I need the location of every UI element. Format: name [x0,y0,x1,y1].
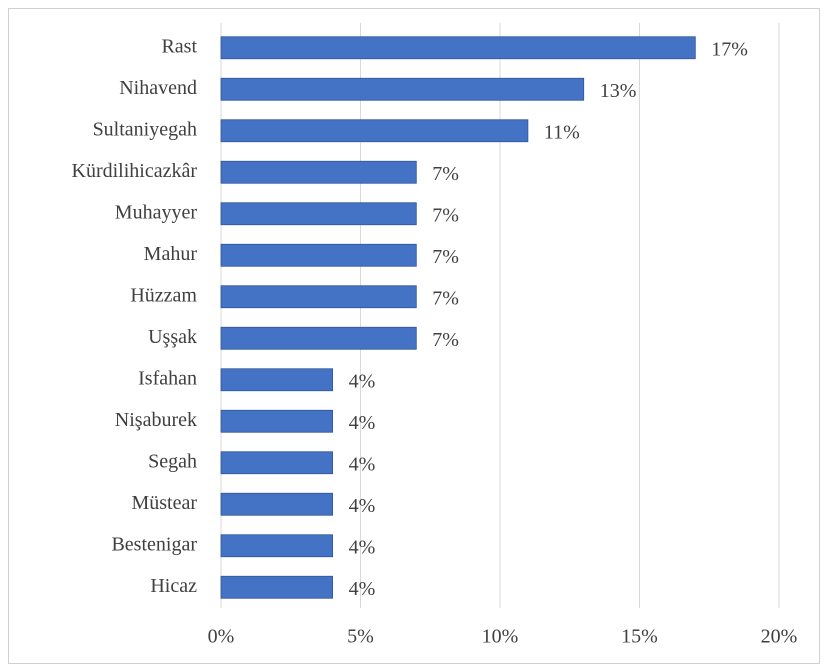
bar [220,492,333,516]
data-label: 7% [432,163,459,185]
y-tick-label: Segah [148,450,197,472]
y-tick-label: Müstear [131,492,197,514]
y-tick-label: Isfahan [138,367,197,389]
y-tick-label: Nişaburek [115,409,197,431]
data-label: 7% [432,287,459,309]
y-tick-label: Hüzzam [130,284,197,306]
x-tick-label: 10% [482,626,519,648]
y-tick-label: Nihavend [119,77,197,99]
x-tick-label: 20% [761,626,798,648]
y-tick-label: Bestenigar [111,533,197,555]
bar [220,119,529,143]
bar [220,368,333,392]
data-label: 4% [349,578,376,600]
bar [220,202,417,226]
bar [220,243,417,267]
y-tick-label: Hicaz [150,575,197,597]
bar [220,575,333,599]
data-label: 11% [544,121,580,143]
y-tick-label: Mahur [144,243,198,265]
data-label: 7% [432,204,459,226]
bar [220,36,696,60]
bar [220,451,333,475]
data-label: 4% [349,495,376,517]
bar [220,326,417,350]
bar [220,77,585,101]
y-tick-label: Muhayyer [115,201,198,223]
x-tick-label: 5% [347,626,374,648]
data-label: 7% [432,246,459,268]
bar [220,285,417,309]
bar [220,409,333,433]
y-tick-label: Kürdilihicazkâr [72,160,198,182]
y-tick-label: Sultaniyegah [93,118,197,140]
y-tick-label: Rast [161,35,197,57]
bar [220,160,417,184]
data-label: 7% [432,329,459,351]
x-tick-label: 0% [208,626,235,648]
data-label: 4% [349,453,376,475]
bar [220,534,333,558]
y-tick-label: Uşşak [148,326,197,348]
data-label: 4% [349,536,376,558]
data-label: 4% [349,412,376,434]
data-label: 13% [600,80,637,102]
data-label: 17% [711,38,748,60]
data-label: 4% [349,370,376,392]
x-tick-label: 15% [621,626,658,648]
